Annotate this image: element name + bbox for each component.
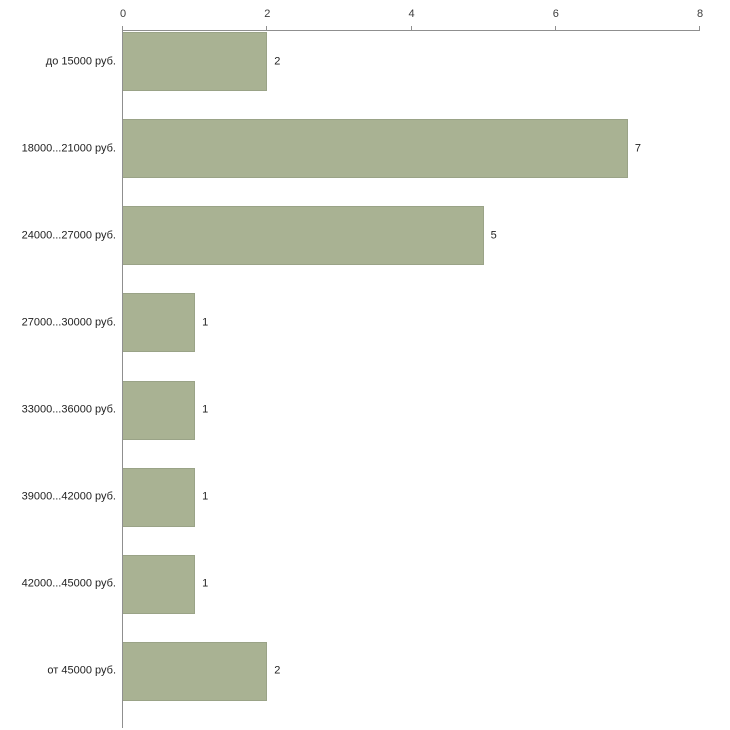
category-label: от 45000 руб. [47,664,116,677]
value-label: 2 [274,55,281,67]
value-label: 5 [490,229,497,242]
value-label: 1 [202,403,209,416]
value-label: 1 [202,577,209,590]
bar [123,32,268,91]
x-tick-mark [410,26,412,31]
bar-row: 18000...21000 руб. 7 [22,118,700,205]
x-tick-label: 8 [696,8,704,20]
x-tick-label: 6 [552,8,559,20]
x-tick-label: 0 [119,8,127,20]
plot-area: 0 2 4 6 8 до 15000 руб. 2 18000...21000 руб. 7 24… [22,9,703,728]
bar [123,119,628,179]
x-tick-mark [554,26,556,31]
bar [123,206,484,266]
bar [123,641,268,701]
category-label: 18000...21000 руб. [21,142,116,155]
x-tick-mark [122,26,123,31]
category-label: 24000...27000 руб. [21,229,116,242]
bar [123,554,196,614]
category-label: 33000...36000 руб. [21,403,116,416]
bar-row: от 45000 руб. 2 [47,641,700,728]
bar-row: 42000...45000 руб. 1 [22,554,700,641]
value-label: 1 [202,490,209,503]
x-tick-mark [699,26,700,31]
bar-row: 39000...42000 руб. 1 [22,467,700,554]
bar [123,293,196,353]
bar [123,467,196,527]
x-tick-label: 4 [408,8,415,20]
bar-row: 33000...36000 руб. 1 [22,380,700,467]
bar-row: 24000...27000 руб. 5 [22,205,700,292]
category-label: 27000...30000 руб. [21,316,116,329]
category-label: 42000...45000 руб. [21,577,116,590]
category-label: 39000...42000 руб. [21,490,116,503]
value-label: 7 [634,142,641,155]
bar-row: 27000...30000 руб. 1 [22,292,700,379]
category-label: до 15000 руб. [45,55,116,67]
x-tick-mark [266,26,268,31]
bar [123,380,196,440]
bar-row: до 15000 руб. 2 [46,31,700,118]
value-label: 2 [274,664,281,677]
value-label: 1 [202,316,209,329]
x-tick-label: 2 [264,8,271,20]
